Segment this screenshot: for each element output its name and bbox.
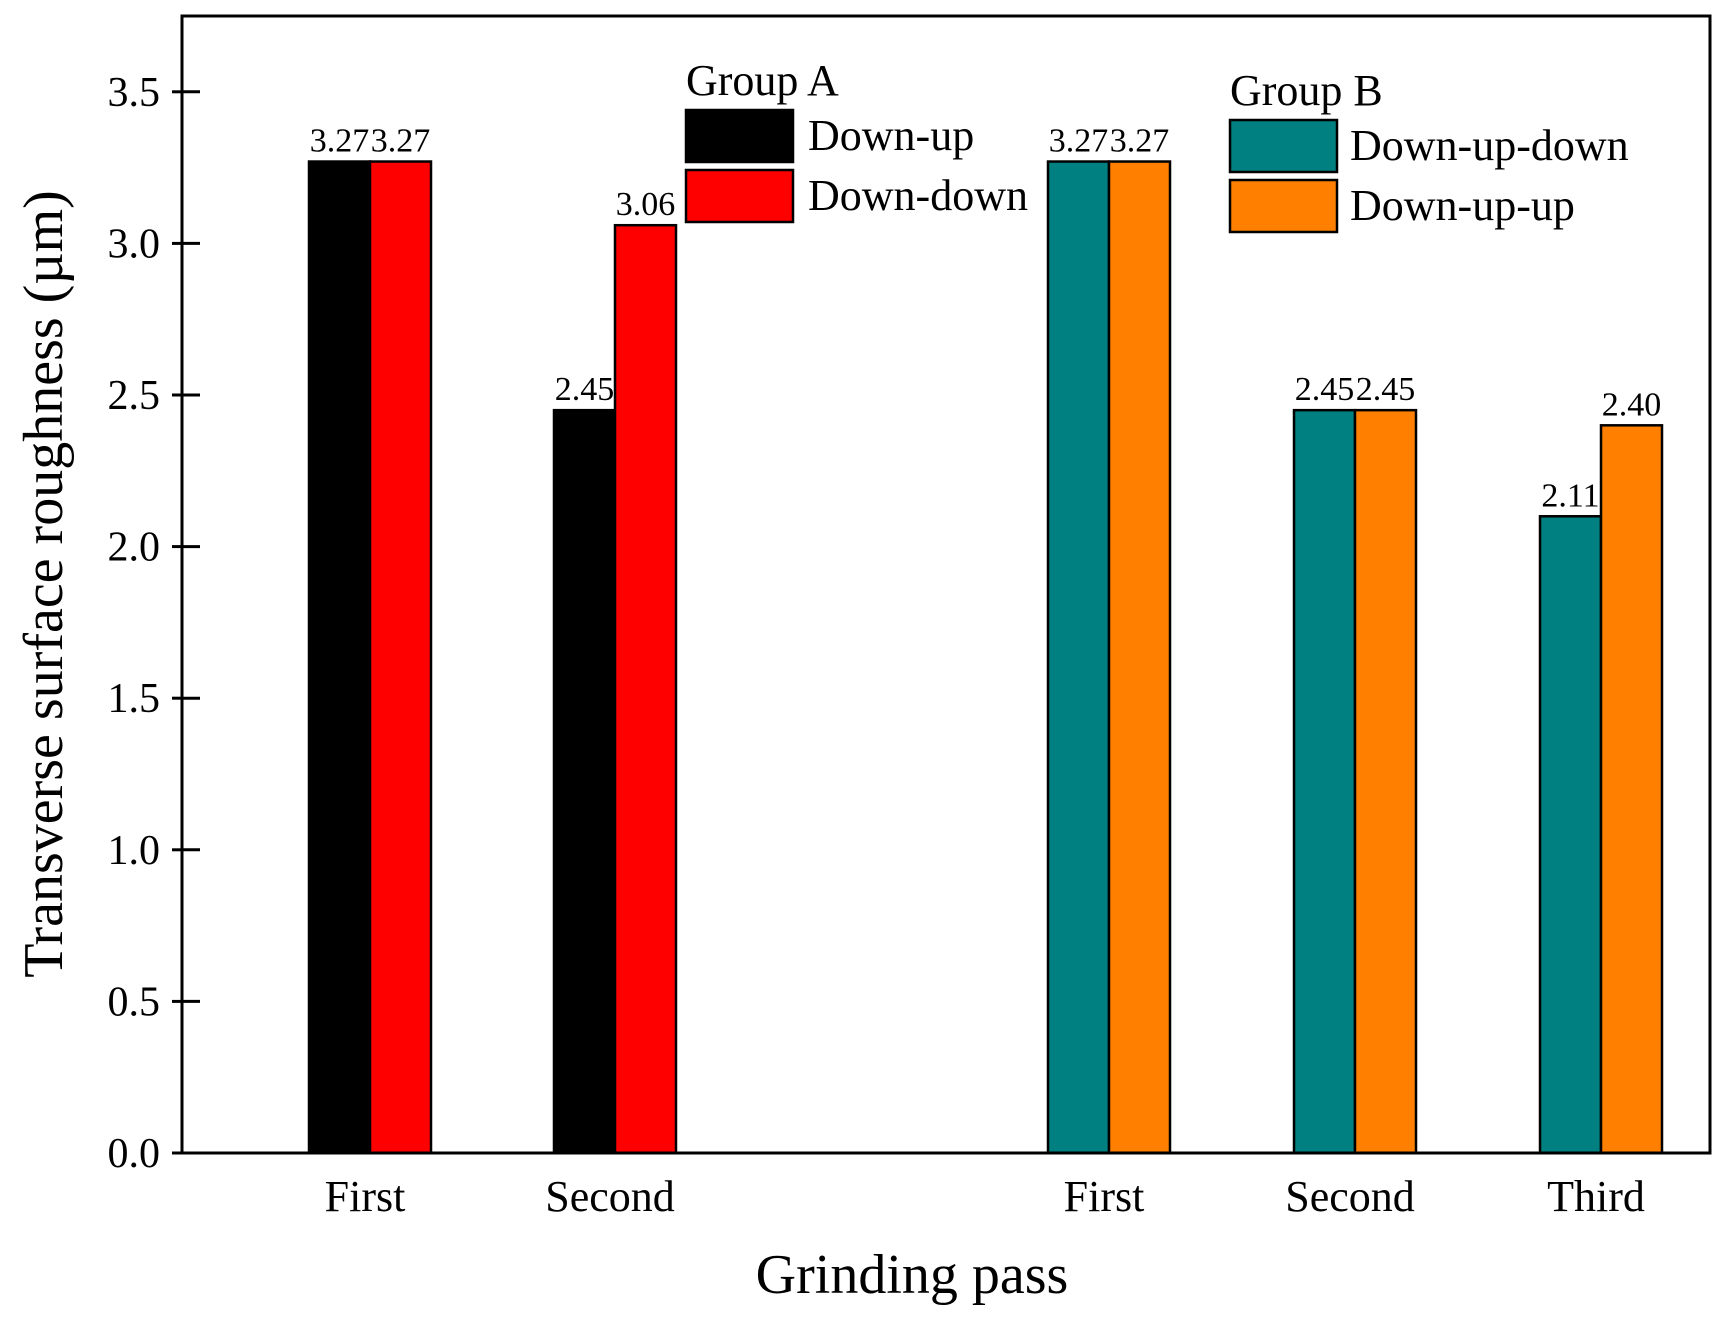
bar-value-label: 2.11 [1541, 477, 1599, 514]
legend-label: Down-up-up [1350, 181, 1575, 230]
bar [307, 160, 372, 1155]
bar [1538, 515, 1603, 1155]
bar-value-label: 2.45 [555, 371, 615, 408]
bar-value-label: 2.45 [1295, 371, 1355, 408]
bar-value-label: 2.45 [1356, 371, 1416, 408]
x-category-label: First [325, 1172, 406, 1221]
y-axis-title: Transverse surface roughness (µm) [13, 190, 75, 978]
bar [1292, 408, 1357, 1155]
bar [1599, 424, 1664, 1155]
bar-value-label: 3.06 [616, 186, 676, 223]
legend-label: Down-down [808, 171, 1028, 220]
bar-value-label: 2.40 [1602, 386, 1662, 423]
bar-value-label: 3.27 [310, 123, 370, 160]
legend-swatch [684, 108, 795, 164]
bar [1046, 160, 1111, 1155]
y-tick-label: 0.0 [108, 1131, 161, 1177]
bar [368, 160, 433, 1155]
bar [1353, 408, 1418, 1155]
y-tick-label: 1.0 [108, 828, 161, 874]
x-category-label: Second [1285, 1172, 1415, 1221]
y-tick-label: 2.5 [108, 373, 161, 419]
x-category-label: Second [545, 1172, 675, 1221]
y-tick-label: 3.5 [108, 70, 161, 116]
y-tick-label: 3.0 [108, 221, 161, 267]
bar [552, 408, 617, 1155]
legend-title: Group A [686, 56, 839, 105]
y-tick-label: 0.5 [108, 979, 161, 1025]
y-tick-label: 2.0 [108, 525, 161, 571]
legend-label: Down-up [808, 111, 974, 160]
legend-swatch [1228, 118, 1339, 174]
legend-swatch [684, 168, 795, 224]
plot-frame [180, 14, 1712, 1155]
x-axis-title: Grinding pass [756, 1244, 1069, 1306]
legend-label: Down-up-down [1350, 121, 1629, 170]
x-category-label: Third [1547, 1172, 1645, 1221]
legend-swatch [1228, 178, 1339, 234]
bar [1107, 160, 1172, 1155]
x-category-label: First [1064, 1172, 1145, 1221]
y-tick-label: 1.5 [108, 676, 161, 722]
bar-value-label: 3.27 [1049, 123, 1109, 160]
bar-value-label: 3.27 [371, 123, 431, 160]
legend-title: Group B [1230, 66, 1383, 115]
bar [613, 223, 678, 1155]
bar-value-label: 3.27 [1110, 123, 1170, 160]
